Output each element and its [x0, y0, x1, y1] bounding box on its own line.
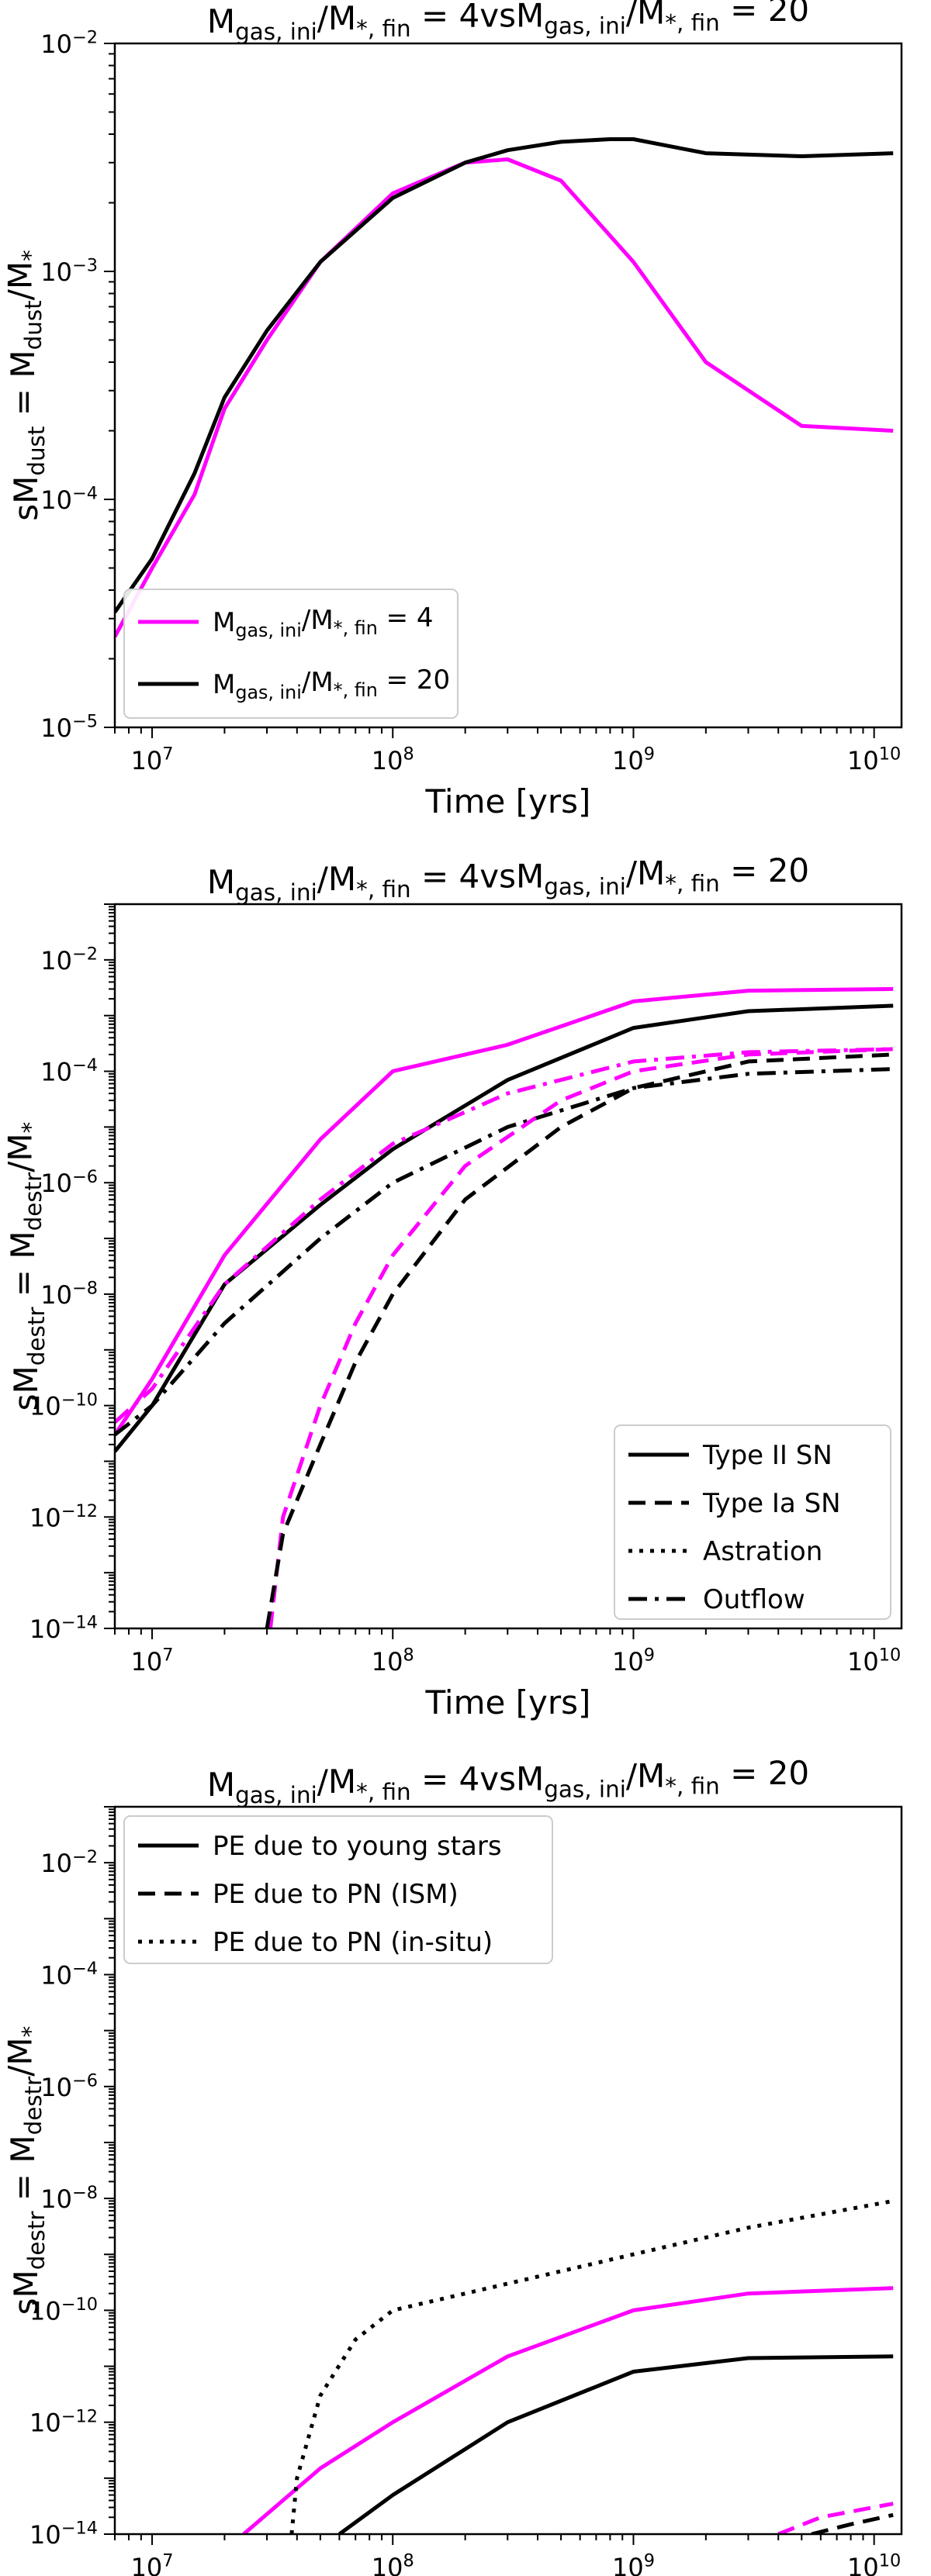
series-line-6: [265, 1052, 894, 1628]
x-axis-label: Time [yrs]: [425, 782, 591, 820]
x-axis-label: Time [yrs]: [425, 1683, 591, 1721]
legend-label: Mgas, ini/M*, fin = 20: [213, 665, 450, 703]
series-line-5: [811, 2512, 894, 2534]
y-tick-label: 10−6: [40, 1167, 98, 1198]
legend: Mgas, ini/M*, fin = 4 Mgas, ini/M*, fin =…: [123, 589, 459, 719]
x-tick-label: 109: [612, 744, 655, 775]
series-line-2: [115, 1003, 894, 1453]
x-tick-label: 107: [131, 744, 174, 775]
legend-label: Outflow: [703, 1584, 805, 1615]
legend: Type II SN Type Ia SN Astration Outflow: [614, 1424, 891, 1620]
y-axis: 10−14 10−12 10−10 10−8 10−6 10−4 10−2: [29, 903, 115, 1644]
series-line-2: [337, 2354, 894, 2534]
chart-panel-3: 107 108 109 1010 10−14 10−12 10−10 10−8 10−6 10−4…: [1, 1754, 903, 2576]
series-group: [115, 986, 894, 1628]
x-tick-label: 109: [612, 1645, 655, 1676]
y-tick-label: 10−5: [40, 712, 98, 743]
y-tick-label: 10−4: [40, 1055, 98, 1086]
y-tick-label: 10−12: [29, 1501, 98, 1532]
x-axis: 107 108 109 1010: [114, 2534, 901, 2576]
y-axis-label: sMdust = Mdust/M*: [1, 250, 49, 521]
chart-title: Mgas, ini/M*, fin = 4vsMgas, ini/M*, fin…: [207, 851, 809, 906]
y-axis-label: sMdestr = Mdestr/M*: [1, 1122, 49, 1411]
y-axis: 10−5 10−4 10−3 10−2: [40, 28, 115, 743]
legend-label: PE due to young stars: [213, 1831, 502, 1862]
y-axis: 10−14 10−12 10−10 10−8 10−6 10−4 10−2: [29, 1806, 115, 2550]
legend: PE due to young stars PE due to PN (ISM) P…: [123, 1815, 553, 1964]
x-tick-label: 109: [612, 2551, 655, 2576]
series-line-4: [777, 2502, 894, 2534]
x-tick-label: 107: [131, 2551, 174, 2576]
legend-label: PE due to PN (ISM): [213, 1879, 459, 1910]
series-line-5: [268, 1047, 894, 1628]
x-tick-label: 1010: [847, 1645, 901, 1676]
series-line-3: [289, 2198, 894, 2534]
x-tick-label: 108: [372, 744, 414, 775]
x-tick-label: 108: [372, 1645, 414, 1676]
x-tick-label: 1010: [847, 2551, 901, 2576]
series-line-1: [115, 986, 894, 1436]
legend-label: Astration: [703, 1536, 822, 1567]
series-group: [115, 137, 894, 638]
legend-label: PE due to PN (in-situ): [213, 1927, 493, 1958]
x-tick-label: 107: [131, 1645, 174, 1676]
series-group: [242, 2198, 894, 2534]
y-tick-label: 10−10: [29, 1390, 98, 1421]
y-tick-label: 10−4: [40, 1959, 98, 1990]
legend-box: [123, 589, 459, 719]
legend-box: [614, 1424, 891, 1620]
series-line-4: [115, 1067, 894, 1437]
chart-title: Mgas, ini/M*, fin = 4vsMgas, ini/M*, fin…: [207, 0, 809, 45]
series-line-2: [115, 137, 894, 613]
y-tick-label: 10−6: [40, 2070, 98, 2101]
chart-panel-2: 107 108 109 1010 10−14 10−12 10−10 10−8 10−6 10−4…: [1, 851, 903, 1721]
legend-label: Type II SN: [702, 1440, 832, 1471]
y-tick-label: 10−3: [40, 256, 98, 287]
x-tick-label: 108: [372, 2551, 414, 2576]
y-tick-label: 10−2: [40, 28, 98, 59]
chart-panel-1: 107 108 109 1010 10−5 10−4 10−3 10−2 Time [yrs] s…: [1, 0, 903, 820]
y-tick-label: 10−14: [29, 1613, 98, 1644]
series-line-1: [242, 2286, 894, 2534]
y-axis-label: sMdestr = Mdestr/M*: [1, 2026, 49, 2315]
x-axis: 107 108 109 1010: [114, 727, 901, 775]
y-tick-label: 10−10: [29, 2295, 98, 2326]
y-tick-label: 10−2: [40, 944, 98, 975]
legend-box: [123, 1815, 553, 1964]
legend-label: Mgas, ini/M*, fin = 4: [213, 603, 434, 641]
y-tick-label: 10−4: [40, 484, 98, 515]
chart-title: Mgas, ini/M*, fin = 4vsMgas, ini/M*, fin…: [207, 1754, 809, 1808]
y-tick-label: 10−8: [40, 1279, 98, 1310]
y-tick-label: 10−2: [40, 1847, 98, 1878]
legend-label: Type Ia SN: [702, 1488, 841, 1519]
series-line-1: [115, 157, 894, 638]
y-tick-label: 10−8: [40, 2183, 98, 2214]
x-axis: 107 108 109 1010: [114, 1628, 901, 1676]
series-line-3: [115, 1047, 894, 1424]
x-tick-label: 1010: [847, 744, 901, 775]
y-tick-label: 10−14: [29, 2519, 98, 2550]
y-tick-label: 10−12: [29, 2406, 98, 2437]
